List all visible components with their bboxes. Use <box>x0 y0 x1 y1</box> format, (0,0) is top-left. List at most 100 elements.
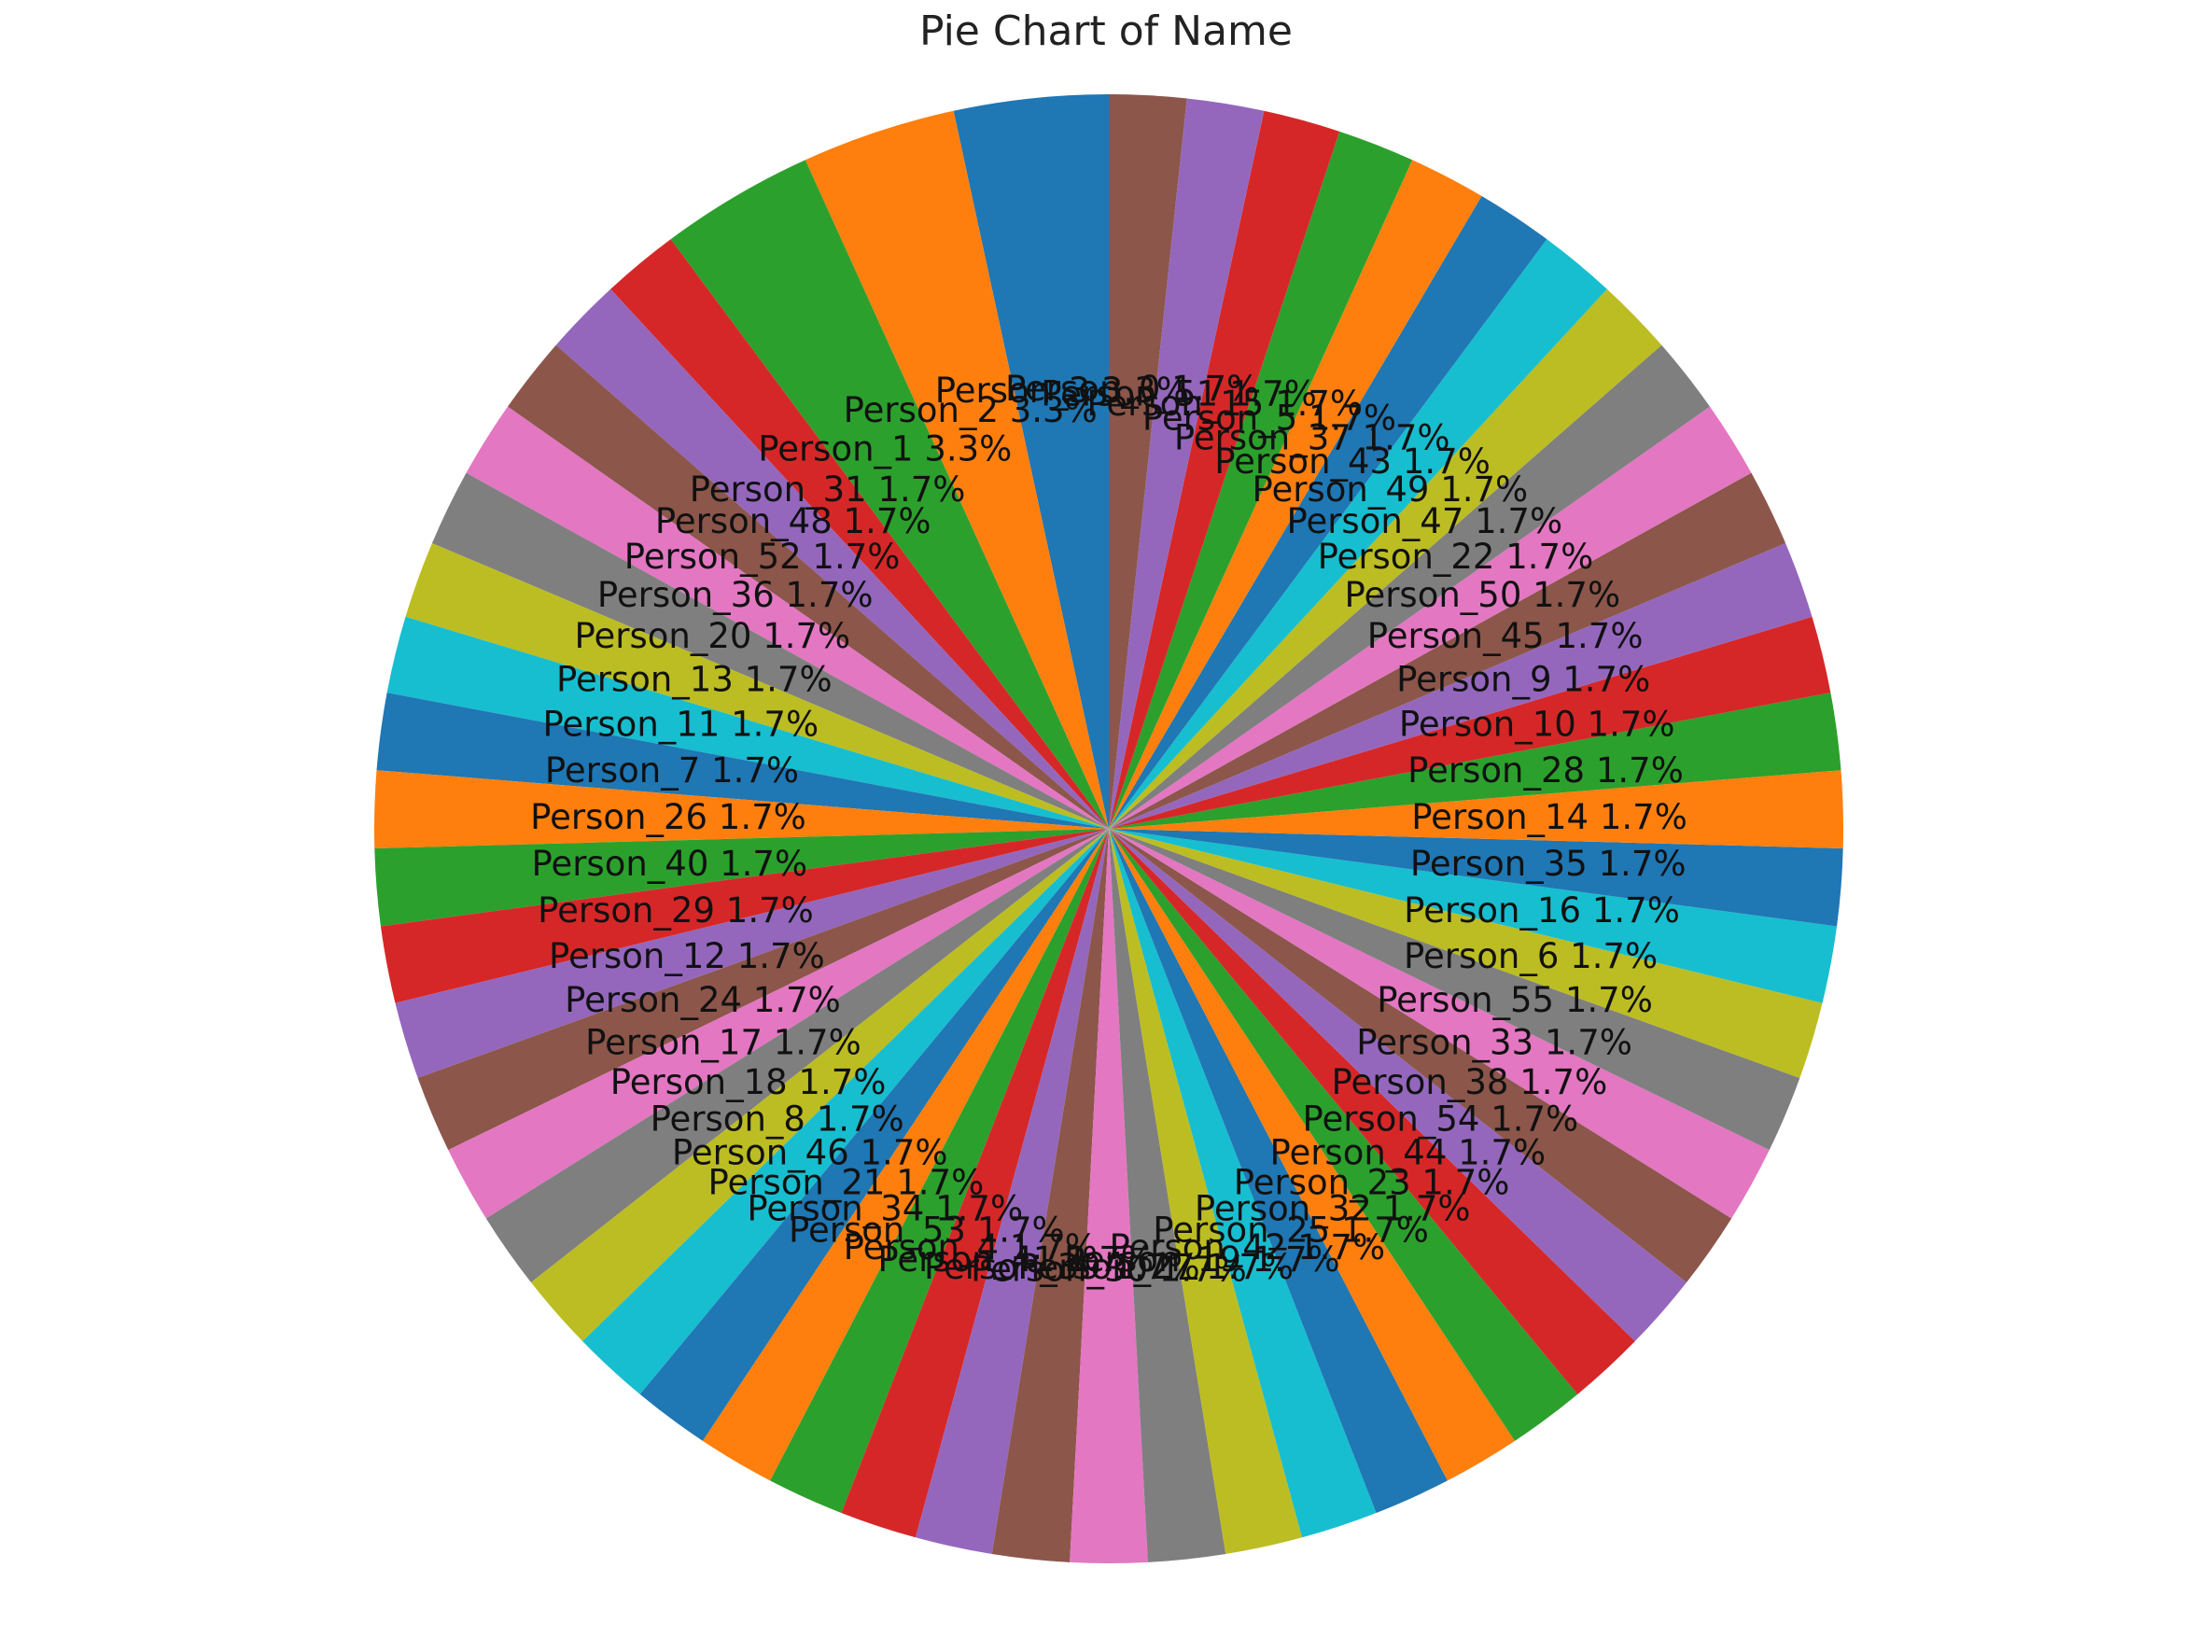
pie-slice <box>702 829 1109 1481</box>
slice-label: Person_54 1.7% <box>1303 1099 1579 1139</box>
slice-label: Person_52 1.7% <box>624 537 901 577</box>
slice-label: Person_24 1.7% <box>565 980 841 1020</box>
slice-label: Person_38 1.7% <box>1332 1062 1608 1102</box>
pie-slice <box>485 829 1109 1282</box>
slice-label: Person_39 1.7% <box>924 1247 1200 1287</box>
pie-slice <box>530 829 1109 1342</box>
pie-slice <box>915 829 1109 1554</box>
pie-slice <box>1109 288 1662 829</box>
pie-slice <box>1109 829 1303 1554</box>
pie-slice <box>1109 110 1340 830</box>
slice-label: Person_27 1.7% <box>1017 1247 1294 1287</box>
pie-slice <box>1109 829 1516 1481</box>
pie-slice <box>466 406 1109 829</box>
slice-label: Person_50 1.7% <box>1344 575 1620 615</box>
slice-label: Person_31 1.7% <box>690 469 966 510</box>
slice-label: Person_48 1.7% <box>655 501 931 541</box>
pie-slice <box>582 829 1109 1394</box>
pie-slice <box>1109 344 1711 829</box>
pie-slice <box>1109 829 1635 1394</box>
slice-label: Person_46 1.7% <box>672 1132 948 1172</box>
slice-label: Person_47 1.7% <box>1286 501 1562 541</box>
slice-label: Person_25 1.7% <box>1153 1211 1429 1251</box>
slice-label: Person_18 1.7% <box>610 1062 887 1102</box>
slice-label: Person_26 1.7% <box>530 797 806 837</box>
slice-label: Person_1 3.3% <box>758 429 1012 469</box>
slice-label: Person_3 3.3% <box>935 371 1189 411</box>
slice-label: Person_37 1.7% <box>1174 417 1450 457</box>
slice-label: Person_10 1.7% <box>1399 704 1675 744</box>
slice-label: Person_19 1.7% <box>1064 1239 1340 1280</box>
slice-label: Person_14 1.7% <box>1411 797 1687 837</box>
pie-slice <box>1109 94 1187 829</box>
pie-slice <box>1109 829 1838 1003</box>
slice-label: Person_40 1.7% <box>531 844 807 884</box>
pie-slice <box>386 616 1110 829</box>
slice-label: Person_42 1.7% <box>1109 1227 1385 1267</box>
pie-slice <box>1109 693 1841 829</box>
slice-label: Person_2 3.3% <box>844 390 1098 430</box>
pie-slice <box>448 829 1110 1219</box>
pie-slice <box>1109 770 1843 848</box>
slice-label: Person_35 1.7% <box>1410 844 1687 884</box>
pie-slice <box>431 472 1109 829</box>
pie-slice <box>1109 829 1732 1282</box>
slice-label: Person_11 1.7% <box>542 704 819 744</box>
slice-label: Person_13 1.7% <box>556 659 833 699</box>
pie-slice <box>1109 829 1578 1441</box>
slice-label: Person_6 1.7% <box>1404 936 1658 976</box>
slice-label: Person_0 1.7% <box>1005 369 1259 409</box>
pie-slice <box>841 829 1109 1538</box>
slice-label: Person_20 1.7% <box>575 616 851 656</box>
pie-slice <box>507 344 1109 829</box>
pie-slice <box>1109 406 1752 829</box>
slice-label: Person_45 1.7% <box>1367 616 1644 656</box>
pie-slice <box>1070 829 1148 1563</box>
slice-label: Person_17 1.7% <box>585 1022 861 1062</box>
pie-slice <box>1109 160 1482 829</box>
pie-slice <box>991 829 1109 1562</box>
pie-slice <box>395 829 1109 1078</box>
slice-label: Person_7 1.7% <box>545 750 799 791</box>
slice-label: Person_4 1.7% <box>844 1227 1098 1267</box>
slice-label: Person_8 1.7% <box>651 1099 904 1139</box>
pie-slice <box>670 160 1109 829</box>
slice-label: Person_43 1.7% <box>1214 441 1491 482</box>
slice-label: Person_12 1.7% <box>549 936 825 976</box>
slice-label: Person_21 1.7% <box>708 1163 985 1203</box>
pie-slice <box>1109 829 1843 927</box>
slice-label: Person_22 1.7% <box>1318 537 1594 577</box>
slice-label: Person_33 1.7% <box>1356 1022 1632 1062</box>
pie-slice <box>1109 829 1448 1513</box>
pie-slice <box>1109 98 1265 830</box>
pie-slice <box>770 829 1109 1513</box>
pie-slice <box>1109 472 1786 829</box>
pie-slice <box>555 288 1109 829</box>
pie-slice <box>639 829 1109 1441</box>
pie-slice <box>1109 131 1413 829</box>
slice-label: Person_41 1.7% <box>877 1239 1154 1280</box>
pie-slice <box>953 94 1109 829</box>
pie-slice <box>1109 616 1831 829</box>
pie-slice <box>1109 829 1770 1219</box>
slice-label: Person_9 1.7% <box>1396 659 1650 699</box>
pie-slice <box>1109 195 1547 830</box>
slice-label: Person_23 1.7% <box>1234 1163 1510 1203</box>
pie-slice <box>376 693 1110 829</box>
slice-label: Person_34 1.7% <box>747 1188 1023 1228</box>
pie-slice <box>1109 542 1813 829</box>
pie-slice <box>380 829 1109 1003</box>
pie-slice <box>1109 829 1823 1078</box>
slice-label: Person_36 1.7% <box>597 575 874 615</box>
chart-title: Pie Chart of Name <box>919 7 1293 55</box>
slice-label: Person_29 1.7% <box>538 890 814 931</box>
pie-slice <box>1109 829 1800 1151</box>
pie-slice <box>374 770 1109 848</box>
pie-slice <box>1109 829 1377 1538</box>
slice-label: Person_15 1.7% <box>1086 384 1363 424</box>
pie-slice <box>374 829 1109 927</box>
slice-label: Person_5 1.7% <box>1142 399 1396 439</box>
pie-slice <box>1109 829 1226 1562</box>
pie-slice <box>405 542 1109 829</box>
